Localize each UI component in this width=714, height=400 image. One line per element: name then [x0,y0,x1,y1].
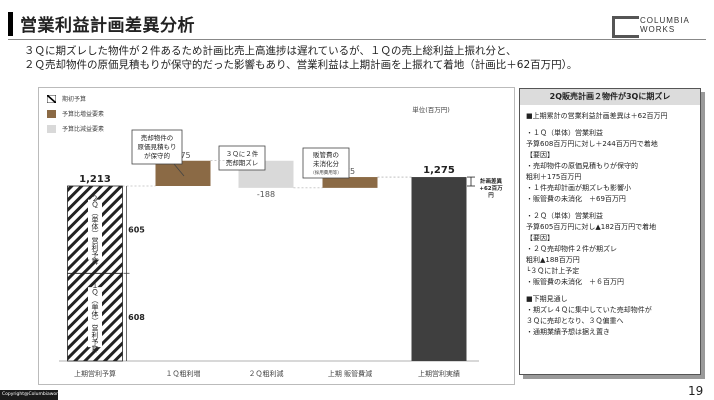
segment-label: ２Ｑ（単体）営利予算 [91,195,99,266]
title-divider [8,39,706,40]
panel-line: ３Ｑに売却となり、３Ｑ偏重へ [526,317,624,325]
callout-text-2q: 売却期ズレ [226,158,259,167]
segment-label-box [88,287,102,348]
panel-line: 予算608百万円に対し＋244百万円で着地 [526,140,658,148]
panel-header: 2Q販売計画２物件が3Qに期ズレ [520,89,700,105]
data-label: -188 [257,190,275,199]
logo-line2: WORKS [640,25,676,34]
category-label: 上期 販管費減 [328,369,372,378]
panel-line: ・通期業績予想は据え置き [526,328,610,336]
panel-line: ・売却物件の原価見積もりが保守的 [526,162,638,170]
data-label: 1,275 [423,165,455,176]
legend-label-decrease: 予算比減益要素 [62,126,105,133]
legend-label-increase: 予算比増益要素 [62,111,105,118]
callout-text-1q: が保守的 [144,151,171,160]
legend-item-increase: 予算比増益要素 [47,109,104,118]
data-label: 175 [175,151,190,160]
waterfall-chart: 期初予算 予算比増益要素 予算比減益要素 単位(百万円) １Ｑ（単体）営利予算 ２Ｑ… [38,87,515,385]
chart-canvas: 単位(百万円) １Ｑ（単体）営利予算 ２Ｑ（単体）営利予算 608 605 175 -188… [59,105,503,378]
panel-line: 【要因】 [526,151,554,159]
data-label: 1,213 [79,174,111,185]
bar-actual-operating-profit [411,177,467,361]
callout-note-sga: （採用費用等） [310,169,342,176]
unit-label: 単位(百万円) [412,105,450,114]
category-label: １Ｑ粗利増 [166,369,201,378]
panel-line: ・２Ｑ（単体）営業利益 [526,212,603,220]
logo-line1: COLUMBIA [640,16,690,25]
panel-line: ・販管費の未消化 ＋６百万円 [526,278,624,286]
callout-text-1q: 原価見積もり [138,142,177,151]
diff-annotation-text: +62百万 [479,184,503,192]
panel-line: ・２Ｑ売却物件２件が期ズレ [526,245,617,253]
panel-line: 粗利＋175百万円 [526,173,582,181]
data-label: 75 [345,167,355,176]
panel-line: ・１Ｑ（単体）営業利益 [526,129,603,137]
panel-line: 粗利▲188百万円 [526,256,580,264]
summary-line-2: ２Ｑ売却物件の原価見積もりが保守的だった影響もあり、営業利益は上期計画を上振れて… [24,59,578,71]
panel-line: 予算605百万円に対し▲182百万円で着地 [526,223,657,231]
callout-pointer-1q [173,163,185,177]
segment-value-1q: 608 [128,313,145,322]
callout-box-1q [131,129,183,165]
page-title: 営業利益計画差異分析 [20,16,195,36]
legend-item-budget: 期初予算 [47,94,86,103]
page-number: 19 [688,384,704,398]
columbia-works-logo-icon [612,16,639,38]
panel-line: 【要因】 [526,234,554,242]
bar-1q-gross-profit-increase [155,160,211,186]
diff-annotation-text: 計画差異 [480,177,503,185]
summary-line-1: ３Ｑに期ズレした物件が２件あるため計画比売上高進捗は遅れているが、１Ｑの売上総利… [24,45,517,57]
bar-sga-decrease [322,177,378,188]
segment-label-box [88,199,102,260]
segment-value-2q: 605 [128,226,145,235]
legend-label-budget: 期初予算 [62,96,87,103]
panel-line: └３Ｑに計上予定 [526,267,580,275]
explanation-panel: 2Q販売計画２物件が3Qに期ズレ ■上期累計の営業利益計画差異は＋62百万円 ・１… [519,88,701,375]
panel-line: ・１件売却計画が期ズレも影響小 [526,184,631,192]
panel-line: ・期ズレ４Ｑに集中していた売却物件が [526,306,652,314]
segment-label: １Ｑ（単体）営利予算 [91,282,99,353]
callout-box-sga [302,147,350,179]
callout-text-sga: 未消化分 [313,159,340,168]
callout-text-2q: ３Ｑに２件 [226,149,259,158]
callout-text-1q: 売却物件の [141,133,174,142]
legend-hatch-swatch [47,94,56,103]
callout-box-2q [218,145,266,171]
category-label: 上期営利予算 [74,369,116,378]
panel-line: ・販管費の未消化 ＋69百万円 [526,195,626,203]
title-accent-bar [8,12,13,36]
callout-text-sga: 販管費の [313,150,339,159]
category-label: ２Ｑ粗利減 [249,369,284,378]
category-label: 上期営利実績 [418,369,460,378]
diff-annotation-text: 円 [488,192,494,199]
panel-line: ■上期累計の営業利益計画差異は＋62百万円 [526,112,668,120]
panel-line: ■下期見通し [526,295,568,303]
legend-decrease-swatch [47,124,56,133]
copyright-notice: Copyright@Columbiaworks Inc. [0,390,58,400]
legend-increase-swatch [47,109,56,118]
legend-item-decrease: 予算比減益要素 [47,124,104,133]
